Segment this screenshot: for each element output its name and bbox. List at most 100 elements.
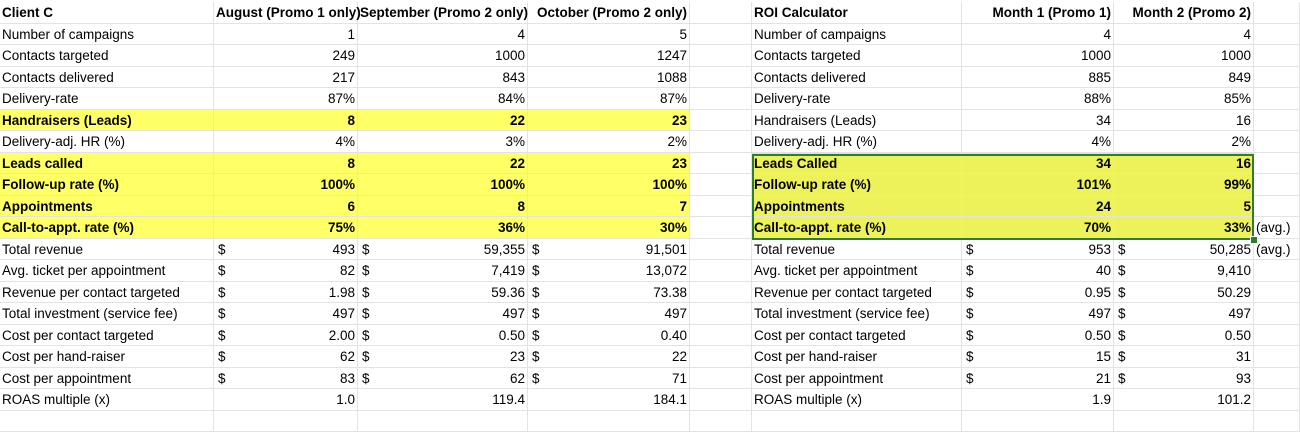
left-row-value[interactable]: 7,419$: [358, 260, 528, 282]
empty-cell[interactable]: [690, 368, 752, 390]
left-row-value[interactable]: 0.50$: [358, 325, 528, 347]
left-header-august[interactable]: August (Promo 1 only): [214, 2, 358, 24]
right-row-note[interactable]: (avg.): [1254, 239, 1300, 261]
right-row-value[interactable]: 1.9: [962, 389, 1114, 411]
left-row-value[interactable]: 6: [214, 196, 358, 218]
left-row-value[interactable]: 84%: [358, 88, 528, 110]
empty-cell[interactable]: [690, 282, 752, 304]
right-row-value[interactable]: 34: [962, 110, 1114, 132]
right-row-label[interactable]: Cost per appointment: [752, 368, 962, 390]
left-row-value[interactable]: 82$: [214, 260, 358, 282]
right-row-value[interactable]: 34: [962, 153, 1114, 175]
left-row-label[interactable]: Revenue per contact targeted: [0, 282, 214, 304]
left-row-value[interactable]: 1088: [528, 67, 690, 89]
left-row-value[interactable]: 7: [528, 196, 690, 218]
right-row-value[interactable]: 24: [962, 196, 1114, 218]
left-row-value[interactable]: 22: [358, 153, 528, 175]
right-row-label[interactable]: Total investment (service fee): [752, 303, 962, 325]
left-row-value[interactable]: 217: [214, 67, 358, 89]
left-row-value[interactable]: 23: [528, 153, 690, 175]
empty-cell[interactable]: [690, 325, 752, 347]
left-row-label[interactable]: Delivery-rate: [0, 88, 214, 110]
left-row-value[interactable]: 249: [214, 45, 358, 67]
right-row-note[interactable]: [1254, 153, 1300, 175]
left-row-value[interactable]: 8: [358, 196, 528, 218]
left-row-value[interactable]: 1000: [358, 45, 528, 67]
right-row-label[interactable]: Total revenue: [752, 239, 962, 261]
empty-cell[interactable]: [690, 174, 752, 196]
left-row-label[interactable]: Leads called: [0, 153, 214, 175]
empty-cell[interactable]: [690, 239, 752, 261]
left-row-value[interactable]: 36%: [358, 217, 528, 239]
left-row-label[interactable]: Follow-up rate (%): [0, 174, 214, 196]
right-row-value[interactable]: 497$: [962, 303, 1114, 325]
left-row-value[interactable]: 87%: [214, 88, 358, 110]
right-row-label[interactable]: Delivery-rate: [752, 88, 962, 110]
right-row-value[interactable]: 99%: [1114, 174, 1254, 196]
right-row-value[interactable]: 31$: [1114, 346, 1254, 368]
empty-cell[interactable]: [528, 411, 690, 432]
right-row-value[interactable]: 0.50$: [1114, 325, 1254, 347]
right-row-value[interactable]: 70%: [962, 217, 1114, 239]
empty-cell[interactable]: [690, 303, 752, 325]
left-row-label[interactable]: Appointments: [0, 196, 214, 218]
left-row-label[interactable]: Cost per appointment: [0, 368, 214, 390]
right-row-note[interactable]: [1254, 368, 1300, 390]
empty-cell[interactable]: [690, 67, 752, 89]
right-row-label[interactable]: Delivery-adj. HR (%): [752, 131, 962, 153]
left-row-value[interactable]: 4%: [214, 131, 358, 153]
left-row-value[interactable]: 83$: [214, 368, 358, 390]
left-row-value[interactable]: 91,501$: [528, 239, 690, 261]
right-row-label[interactable]: Handraisers (Leads): [752, 110, 962, 132]
empty-cell[interactable]: [690, 110, 752, 132]
right-row-value[interactable]: 885: [962, 67, 1114, 89]
empty-cell[interactable]: [690, 217, 752, 239]
empty-cell[interactable]: [690, 411, 752, 432]
left-row-value[interactable]: 2%: [528, 131, 690, 153]
left-row-value[interactable]: 73.38$: [528, 282, 690, 304]
right-row-note[interactable]: [1254, 196, 1300, 218]
empty-cell[interactable]: [690, 389, 752, 411]
right-row-value[interactable]: 21$: [962, 368, 1114, 390]
right-row-value[interactable]: 2%: [1114, 131, 1254, 153]
right-row-value[interactable]: 4%: [962, 131, 1114, 153]
empty-cell[interactable]: [358, 411, 528, 432]
left-row-value[interactable]: 71$: [528, 368, 690, 390]
right-row-value[interactable]: 849: [1114, 67, 1254, 89]
right-row-value[interactable]: 4: [962, 24, 1114, 46]
right-row-label[interactable]: Follow-up rate (%): [752, 174, 962, 196]
left-row-value[interactable]: 100%: [528, 174, 690, 196]
right-row-value[interactable]: 497$: [1114, 303, 1254, 325]
left-row-value[interactable]: 30%: [528, 217, 690, 239]
left-row-value[interactable]: 87%: [528, 88, 690, 110]
left-row-value[interactable]: 1.98$: [214, 282, 358, 304]
right-row-label[interactable]: Call-to-appt. rate (%): [752, 217, 962, 239]
empty-cell[interactable]: [690, 24, 752, 46]
right-row-value[interactable]: 50.29$: [1114, 282, 1254, 304]
right-row-value[interactable]: 15$: [962, 346, 1114, 368]
empty-cell[interactable]: [1254, 411, 1300, 432]
empty-cell[interactable]: [214, 411, 358, 432]
right-row-note[interactable]: [1254, 346, 1300, 368]
right-row-note[interactable]: [1254, 67, 1300, 89]
right-row-note[interactable]: [1254, 45, 1300, 67]
left-row-value[interactable]: 75%: [214, 217, 358, 239]
left-row-value[interactable]: 184.1: [528, 389, 690, 411]
right-row-value[interactable]: 33%: [1114, 217, 1254, 239]
left-row-label[interactable]: Total investment (service fee): [0, 303, 214, 325]
right-row-value[interactable]: 5: [1114, 196, 1254, 218]
right-header-month2[interactable]: Month 2 (Promo 2): [1114, 2, 1254, 24]
right-row-label[interactable]: Number of campaigns: [752, 24, 962, 46]
left-row-value[interactable]: 23$: [358, 346, 528, 368]
left-row-label[interactable]: Total revenue: [0, 239, 214, 261]
right-row-label[interactable]: Cost per hand-raiser: [752, 346, 962, 368]
left-row-value[interactable]: 843: [358, 67, 528, 89]
right-row-label[interactable]: Cost per contact targeted: [752, 325, 962, 347]
left-row-value[interactable]: 497$: [358, 303, 528, 325]
right-row-label[interactable]: Leads Called: [752, 153, 962, 175]
empty-cell[interactable]: [690, 346, 752, 368]
right-row-note[interactable]: [1254, 260, 1300, 282]
right-row-value[interactable]: 40$: [962, 260, 1114, 282]
left-row-label[interactable]: ROAS multiple (x): [0, 389, 214, 411]
right-row-note[interactable]: (avg.): [1254, 217, 1300, 239]
